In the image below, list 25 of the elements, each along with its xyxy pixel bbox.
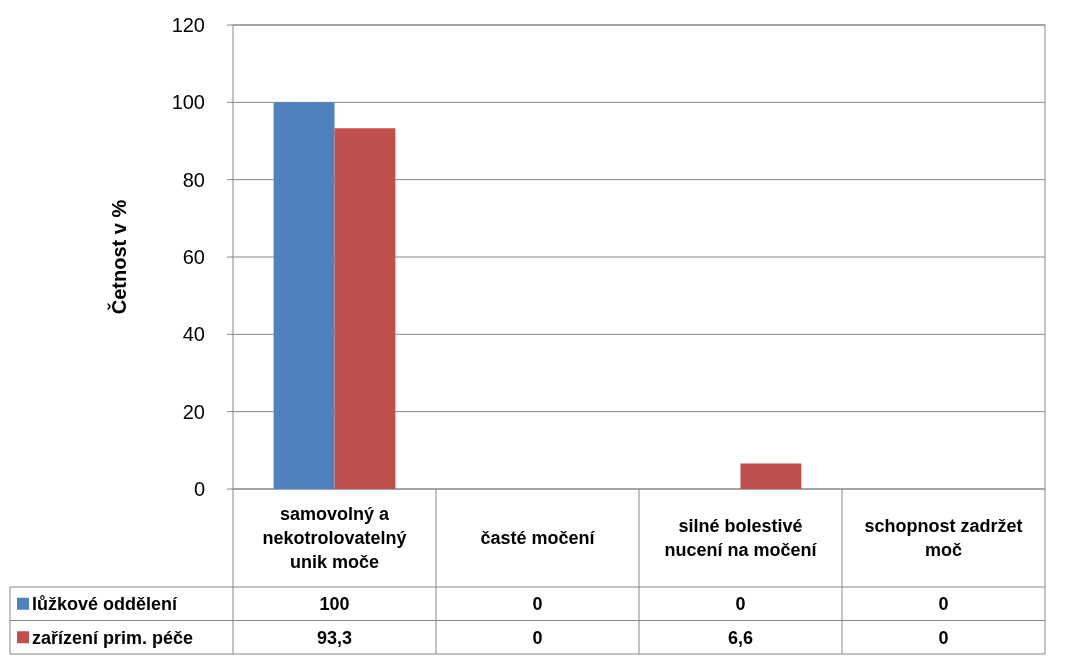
data-label: 93,3 [316,627,353,648]
y-tick-label: 20 [182,400,205,423]
data-label: 0 [532,627,543,648]
y-tick-label: 80 [182,168,205,191]
y-tick-label: 40 [182,323,205,346]
y-tick-label: 0 [193,478,205,500]
y-tick-label: 100 [171,91,205,114]
x-tick-label: časté močení [480,528,596,549]
legend-label: zařízení prim. péče [32,627,194,648]
x-tick-label: samovolný a nekotrolovatelný unik moče [262,504,407,573]
data-label: 0 [938,627,949,648]
data-label: 0 [938,594,949,615]
legend-label: lůžkové oddělení [32,594,179,615]
y-tick-label: 120 [171,14,205,36]
x-tick-label: schopnost zadržet moč [864,516,1023,561]
data-label: 0 [735,594,746,615]
bar [740,463,802,489]
data-label: 100 [319,594,350,615]
bar [334,128,396,489]
y-tick-label: 60 [182,246,205,268]
bar [273,102,335,489]
y-axis-title: Četnost v % [107,199,130,315]
data-label: 0 [532,594,543,615]
data-label: 6,6 [727,627,754,648]
x-tick-label: silné bolestivé nucení na močení [664,516,818,561]
